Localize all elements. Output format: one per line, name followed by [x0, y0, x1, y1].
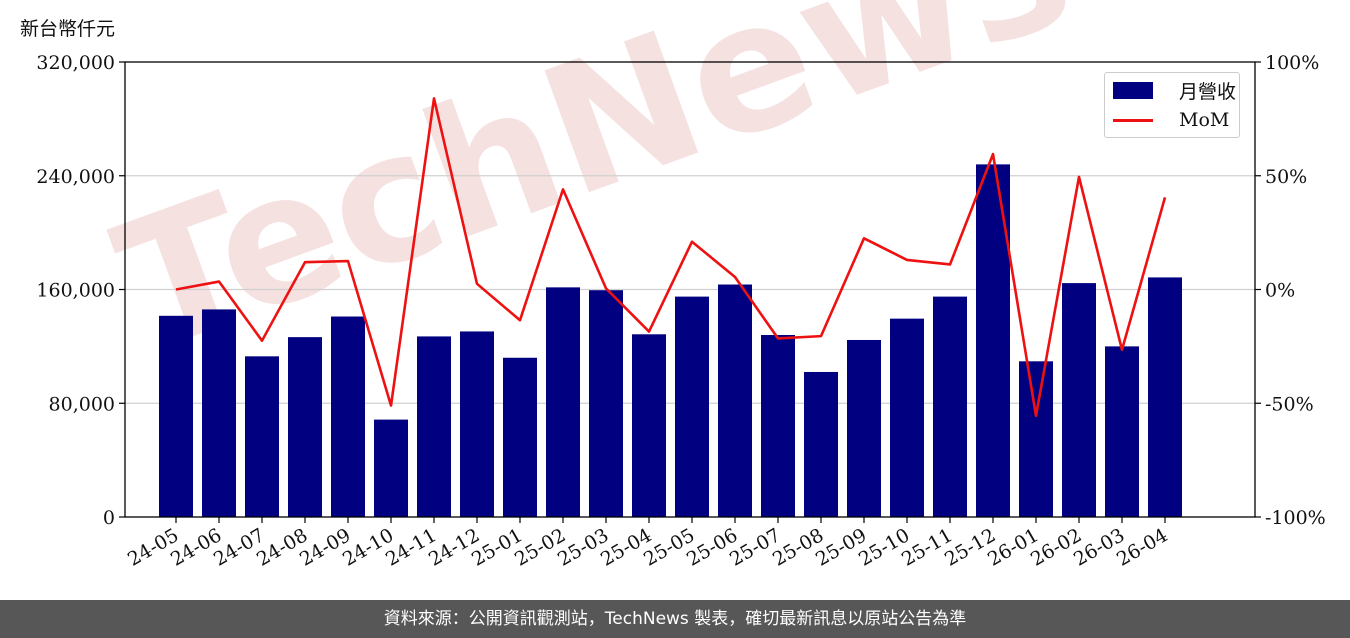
revenue-bar	[1105, 346, 1139, 517]
revenue-bar	[417, 336, 451, 517]
right-tick-label: -50%	[1265, 393, 1314, 415]
revenue-bar	[1062, 283, 1096, 517]
x-axis-ticks: 24-0524-0624-0724-0824-0924-1024-1124-12…	[124, 517, 1172, 571]
mom-line	[175, 97, 1167, 418]
revenue-bar	[847, 339, 881, 517]
revenue-bar	[718, 284, 752, 517]
right-tick-label: 100%	[1265, 52, 1319, 74]
legend-line-swatch	[1113, 118, 1153, 122]
left-tick-label: 240,000	[36, 166, 115, 188]
left-tick-label: 80,000	[49, 393, 115, 415]
left-tick-label: 160,000	[36, 280, 115, 302]
revenue-bar	[976, 164, 1010, 517]
right-tick-label: -100%	[1265, 507, 1326, 529]
right-axis-ticks: -100% -50% 0% 50% 100%	[1255, 52, 1326, 529]
revenue-bar	[202, 309, 236, 517]
y-axis-unit-label: 新台幣仟元	[20, 18, 116, 40]
revenue-bar	[288, 337, 322, 517]
revenue-bar	[331, 316, 365, 517]
revenue-bar	[675, 296, 709, 517]
revenue-bar	[933, 296, 967, 517]
revenue-bar	[1019, 361, 1053, 517]
legend-item-mom: MoM	[1113, 107, 1229, 133]
revenue-bar	[503, 357, 537, 517]
bar-series	[159, 164, 1182, 517]
mom-line-series	[175, 97, 1167, 418]
revenue-bar	[245, 356, 279, 517]
revenue-bar	[890, 318, 924, 517]
legend-label-revenue: 月營收	[1179, 80, 1237, 103]
legend: 月營收 MoM	[1104, 72, 1240, 138]
right-tick-label: 50%	[1265, 166, 1307, 188]
revenue-bar	[1148, 277, 1182, 517]
revenue-bar	[159, 315, 193, 517]
legend-item-revenue: 月營收	[1113, 77, 1236, 103]
x-tick-label: 26-04	[1113, 524, 1171, 570]
left-tick-label: 320,000	[36, 52, 115, 74]
right-tick-label: 0%	[1265, 280, 1295, 302]
revenue-bar	[546, 287, 580, 517]
revenue-bar	[460, 331, 494, 517]
revenue-chart: TechNews 0 80,000 160,000 240,000 320,000 -1…	[20, 0, 1326, 571]
legend-label-mom: MoM	[1179, 109, 1230, 131]
revenue-bar	[589, 290, 623, 517]
legend-bar-swatch	[1113, 81, 1153, 99]
source-footer: 資料來源：公開資訊觀測站，TechNews 製表，確切最新訊息以原站公告為準	[0, 600, 1350, 638]
revenue-bar	[374, 419, 408, 517]
revenue-bar	[804, 371, 838, 517]
revenue-bar	[632, 334, 666, 517]
left-axis-ticks: 0 80,000 160,000 240,000 320,000	[36, 52, 125, 529]
revenue-bar	[761, 335, 795, 517]
left-tick-label: 0	[103, 507, 115, 529]
